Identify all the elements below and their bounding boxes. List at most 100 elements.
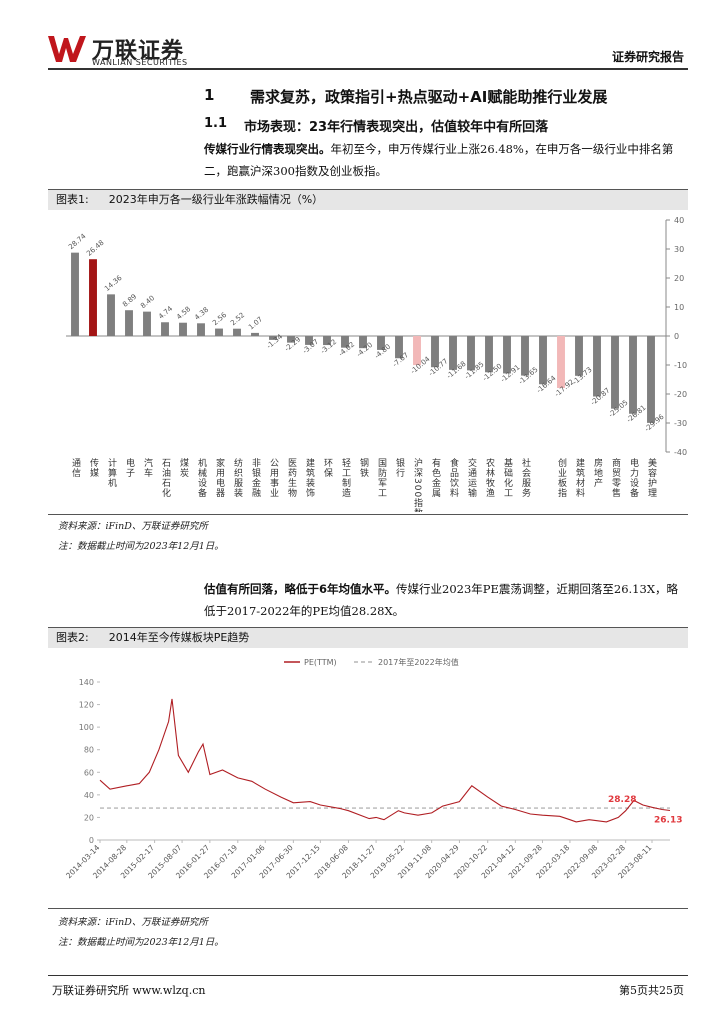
y-tick-label: 60 bbox=[84, 768, 94, 777]
x-tick-label: 传媒 bbox=[88, 457, 99, 478]
value-label: 4.38 bbox=[193, 306, 210, 322]
bar bbox=[593, 336, 601, 397]
bar bbox=[125, 310, 133, 336]
bar bbox=[395, 336, 403, 359]
value-label: 26.48 bbox=[85, 239, 105, 258]
bar bbox=[611, 336, 619, 409]
bar bbox=[413, 336, 421, 366]
bar bbox=[251, 332, 259, 336]
value-label: 28.74 bbox=[67, 232, 88, 251]
bar bbox=[215, 328, 223, 336]
y-tick-label: 20 bbox=[674, 274, 684, 283]
paragraph: 传媒行业行情表现突出。年初至今，申万传媒行业上涨26.48%，在申万各一级行业中… bbox=[204, 138, 684, 182]
x-tick-label: 交通运输 bbox=[466, 457, 477, 498]
x-tick-label: 汽车 bbox=[142, 457, 153, 478]
value-label: 14.36 bbox=[103, 274, 124, 293]
bar bbox=[179, 322, 187, 336]
annotation: 26.13 bbox=[654, 816, 682, 826]
value-label: -1.34 bbox=[265, 332, 284, 350]
bar bbox=[161, 322, 169, 336]
x-tick-label: 环保 bbox=[322, 458, 333, 478]
value-label: 2.52 bbox=[229, 311, 246, 327]
value-label: 4.74 bbox=[157, 304, 175, 320]
value-label: 8.89 bbox=[121, 293, 138, 309]
footer-left: 万联证券研究所 www.wlzq.cn bbox=[52, 984, 206, 997]
bar bbox=[341, 336, 349, 348]
bar bbox=[431, 336, 439, 368]
x-tick-label: 社会服务 bbox=[520, 457, 531, 498]
bar bbox=[89, 259, 97, 336]
figure-title: 2023年申万各一级行业年涨跌幅情况（%） bbox=[108, 193, 324, 206]
bar bbox=[305, 336, 313, 345]
report-type: 证券研究报告 bbox=[611, 50, 684, 64]
x-tick-label: 石油石化 bbox=[160, 458, 171, 498]
bar bbox=[287, 336, 295, 343]
value-label: 2.56 bbox=[211, 311, 229, 327]
x-tick-label: 沪深300指数 bbox=[412, 457, 423, 512]
annotation: 28.28 bbox=[608, 795, 636, 805]
bar bbox=[197, 323, 205, 336]
bar bbox=[449, 336, 457, 370]
x-tick-label: 建筑材料 bbox=[574, 457, 585, 498]
source: 资料来源：iFinD、万联证券研究所 bbox=[58, 521, 208, 532]
figure-label: 图表1: bbox=[56, 193, 89, 206]
line-chart: PE(TTM) 2017年至2022年均值02040608010012014020… bbox=[64, 657, 682, 880]
paragraph-text: 年初至今，申万传媒行业上涨26.48%，在申万各一级行业中排名第二，跑赢沪深30… bbox=[204, 142, 674, 178]
figure-title-bar: 图表1: 2023年申万各一级行业年涨跌幅情况（%） bbox=[48, 189, 688, 210]
bar bbox=[557, 336, 565, 388]
y-tick-label: -30 bbox=[674, 419, 687, 428]
paragraph: 估值有所回落，略低于6年均值水平。传媒行业2023年PE震荡调整，近期回落至26… bbox=[204, 578, 684, 622]
value-label: 8.40 bbox=[139, 294, 156, 310]
value-label: -4.20 bbox=[355, 341, 374, 359]
line-series bbox=[99, 698, 671, 823]
section-number: 1 bbox=[204, 86, 215, 104]
bar bbox=[521, 336, 529, 376]
bar bbox=[503, 336, 511, 374]
x-tick-label: 非银金融 bbox=[250, 457, 261, 498]
x-tick-label: 轻工制造 bbox=[340, 457, 351, 498]
paragraph-lead: 传媒行业行情表现突出。 bbox=[204, 142, 331, 156]
y-tick-label: 30 bbox=[674, 245, 684, 254]
paragraph-text: 传媒行业2023年PE震荡调整，近期回落至26.13X，略低于2017-2022… bbox=[204, 582, 679, 618]
bar bbox=[485, 336, 493, 373]
subsection-title: 市场表现：23年行情表现突出，估值较年中有所回落 bbox=[244, 120, 549, 135]
bar bbox=[377, 336, 385, 350]
figure-label: 图表2: bbox=[56, 631, 89, 644]
y-tick-label: 10 bbox=[674, 303, 684, 312]
legend-label: 2017年至2022年均值 bbox=[378, 657, 459, 667]
y-tick-label: -40 bbox=[674, 448, 687, 457]
y-tick-label: -10 bbox=[674, 361, 687, 370]
paragraph-lead: 估值有所回落，略低于6年均值水平。 bbox=[204, 582, 396, 596]
x-tick-label: 食品饮料 bbox=[448, 457, 459, 498]
x-tick-label: 银行 bbox=[394, 457, 405, 478]
x-tick-label: 计算机 bbox=[106, 457, 117, 488]
logo-mark bbox=[48, 36, 86, 62]
logo bbox=[46, 34, 90, 68]
bar bbox=[539, 336, 547, 385]
y-tick-label: 0 bbox=[89, 836, 94, 845]
x-tick-label: 医药生物 bbox=[286, 458, 297, 498]
value-label: -3.07 bbox=[301, 338, 320, 356]
value-label: -4.02 bbox=[337, 340, 356, 358]
section-title: 需求复苏，政策指引+热点驱动+AI赋能助推行业发展 bbox=[250, 88, 608, 106]
bar bbox=[269, 336, 277, 340]
x-tick-label: 国防军工 bbox=[376, 458, 387, 498]
value-label: 4.58 bbox=[175, 305, 192, 321]
x-tick-label: 煤炭 bbox=[178, 457, 189, 478]
logo-text: 万联证券 bbox=[92, 39, 185, 64]
y-tick-label: 100 bbox=[79, 723, 94, 732]
logo-en: WANLIAN SECURITIES bbox=[92, 58, 188, 67]
bar bbox=[467, 336, 475, 371]
y-tick-label: 40 bbox=[84, 791, 94, 800]
x-tick-label: 钢铁 bbox=[358, 457, 369, 478]
note: 注：数据截止时间为2023年12月1日。 bbox=[58, 937, 224, 948]
x-tick-label: 纺织服装 bbox=[232, 457, 243, 498]
bar bbox=[359, 336, 367, 349]
y-tick-label: 40 bbox=[674, 216, 684, 225]
bar bbox=[647, 336, 655, 423]
x-tick-label: 公用事业 bbox=[268, 458, 279, 498]
x-tick-label: 基础化工 bbox=[502, 457, 513, 498]
bar bbox=[143, 311, 151, 336]
footer-right: 第5页共25页 bbox=[619, 984, 684, 997]
